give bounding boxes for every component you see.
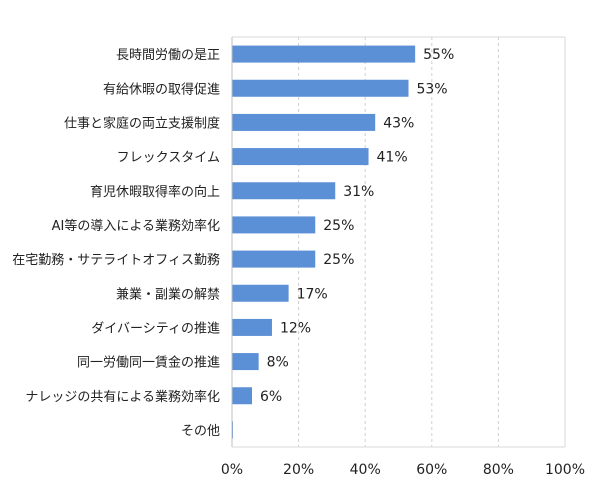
value-label-9: 8% <box>267 355 289 371</box>
bar-0 <box>232 45 416 63</box>
category-label-2: 仕事と家庭の両立支援制度 <box>64 115 220 131</box>
bar-8 <box>232 318 272 336</box>
x-tick-label-1: 20% <box>283 462 314 478</box>
value-label-1: 53% <box>416 81 447 97</box>
category-label-6: 在宅勤務・サテライトオフィス勤務 <box>12 253 220 268</box>
category-label-0: 長時間労働の是正 <box>116 48 220 63</box>
value-label-2: 43% <box>383 115 414 131</box>
grid-lines <box>298 37 499 447</box>
category-label-3: フレックスタイム <box>117 151 220 166</box>
bar-1 <box>232 79 409 97</box>
bar-5 <box>232 216 316 234</box>
value-label-5: 25% <box>323 218 354 234</box>
bars <box>232 45 416 439</box>
value-label-4: 31% <box>343 184 374 200</box>
value-label-7: 17% <box>297 286 328 302</box>
bar-2 <box>232 113 376 131</box>
x-tick-label-2: 40% <box>350 462 381 478</box>
x-tick-label-5: 100% <box>545 462 585 478</box>
category-label-1: 有給休暇の取得促進 <box>103 81 220 97</box>
category-labels: 長時間労働の是正有給休暇の取得促進仕事と家庭の両立支援制度フレックスタイム育児休… <box>12 48 220 439</box>
value-labels: 55% 53% 43% 41% 31% 25% 25% 17% 12% 8% 6% <box>260 47 454 405</box>
bar-10 <box>232 387 252 405</box>
category-label-4: 育児休暇取得率の向上 <box>90 184 220 200</box>
bar-9 <box>232 353 259 371</box>
bar-3 <box>232 148 369 166</box>
value-label-8: 12% <box>280 320 311 336</box>
category-label-9: 同一労働同一賃金の推進 <box>77 355 220 371</box>
bar-6 <box>232 250 316 268</box>
category-label-7: 兼業・副業の解禁 <box>116 286 220 302</box>
value-label-0: 55% <box>423 47 454 63</box>
x-tick-label-0: 0% <box>221 462 243 478</box>
category-label-10: ナレッジの共有による業務効率化 <box>25 389 220 405</box>
value-label-3: 41% <box>377 150 408 166</box>
category-label-11: その他 <box>181 424 220 439</box>
x-tick-labels: 0% 20% 40% 60% 80% 100% <box>221 462 585 478</box>
value-label-10: 6% <box>260 389 282 405</box>
bar-4 <box>232 182 336 200</box>
bar-7 <box>232 284 289 302</box>
x-tick-label-4: 80% <box>483 462 514 478</box>
x-tick-label-3: 60% <box>416 462 447 478</box>
category-label-8: ダイバーシティの推進 <box>91 321 220 336</box>
category-label-5: AI等の導入による業務効率化 <box>52 218 220 234</box>
value-label-6: 25% <box>323 252 354 268</box>
